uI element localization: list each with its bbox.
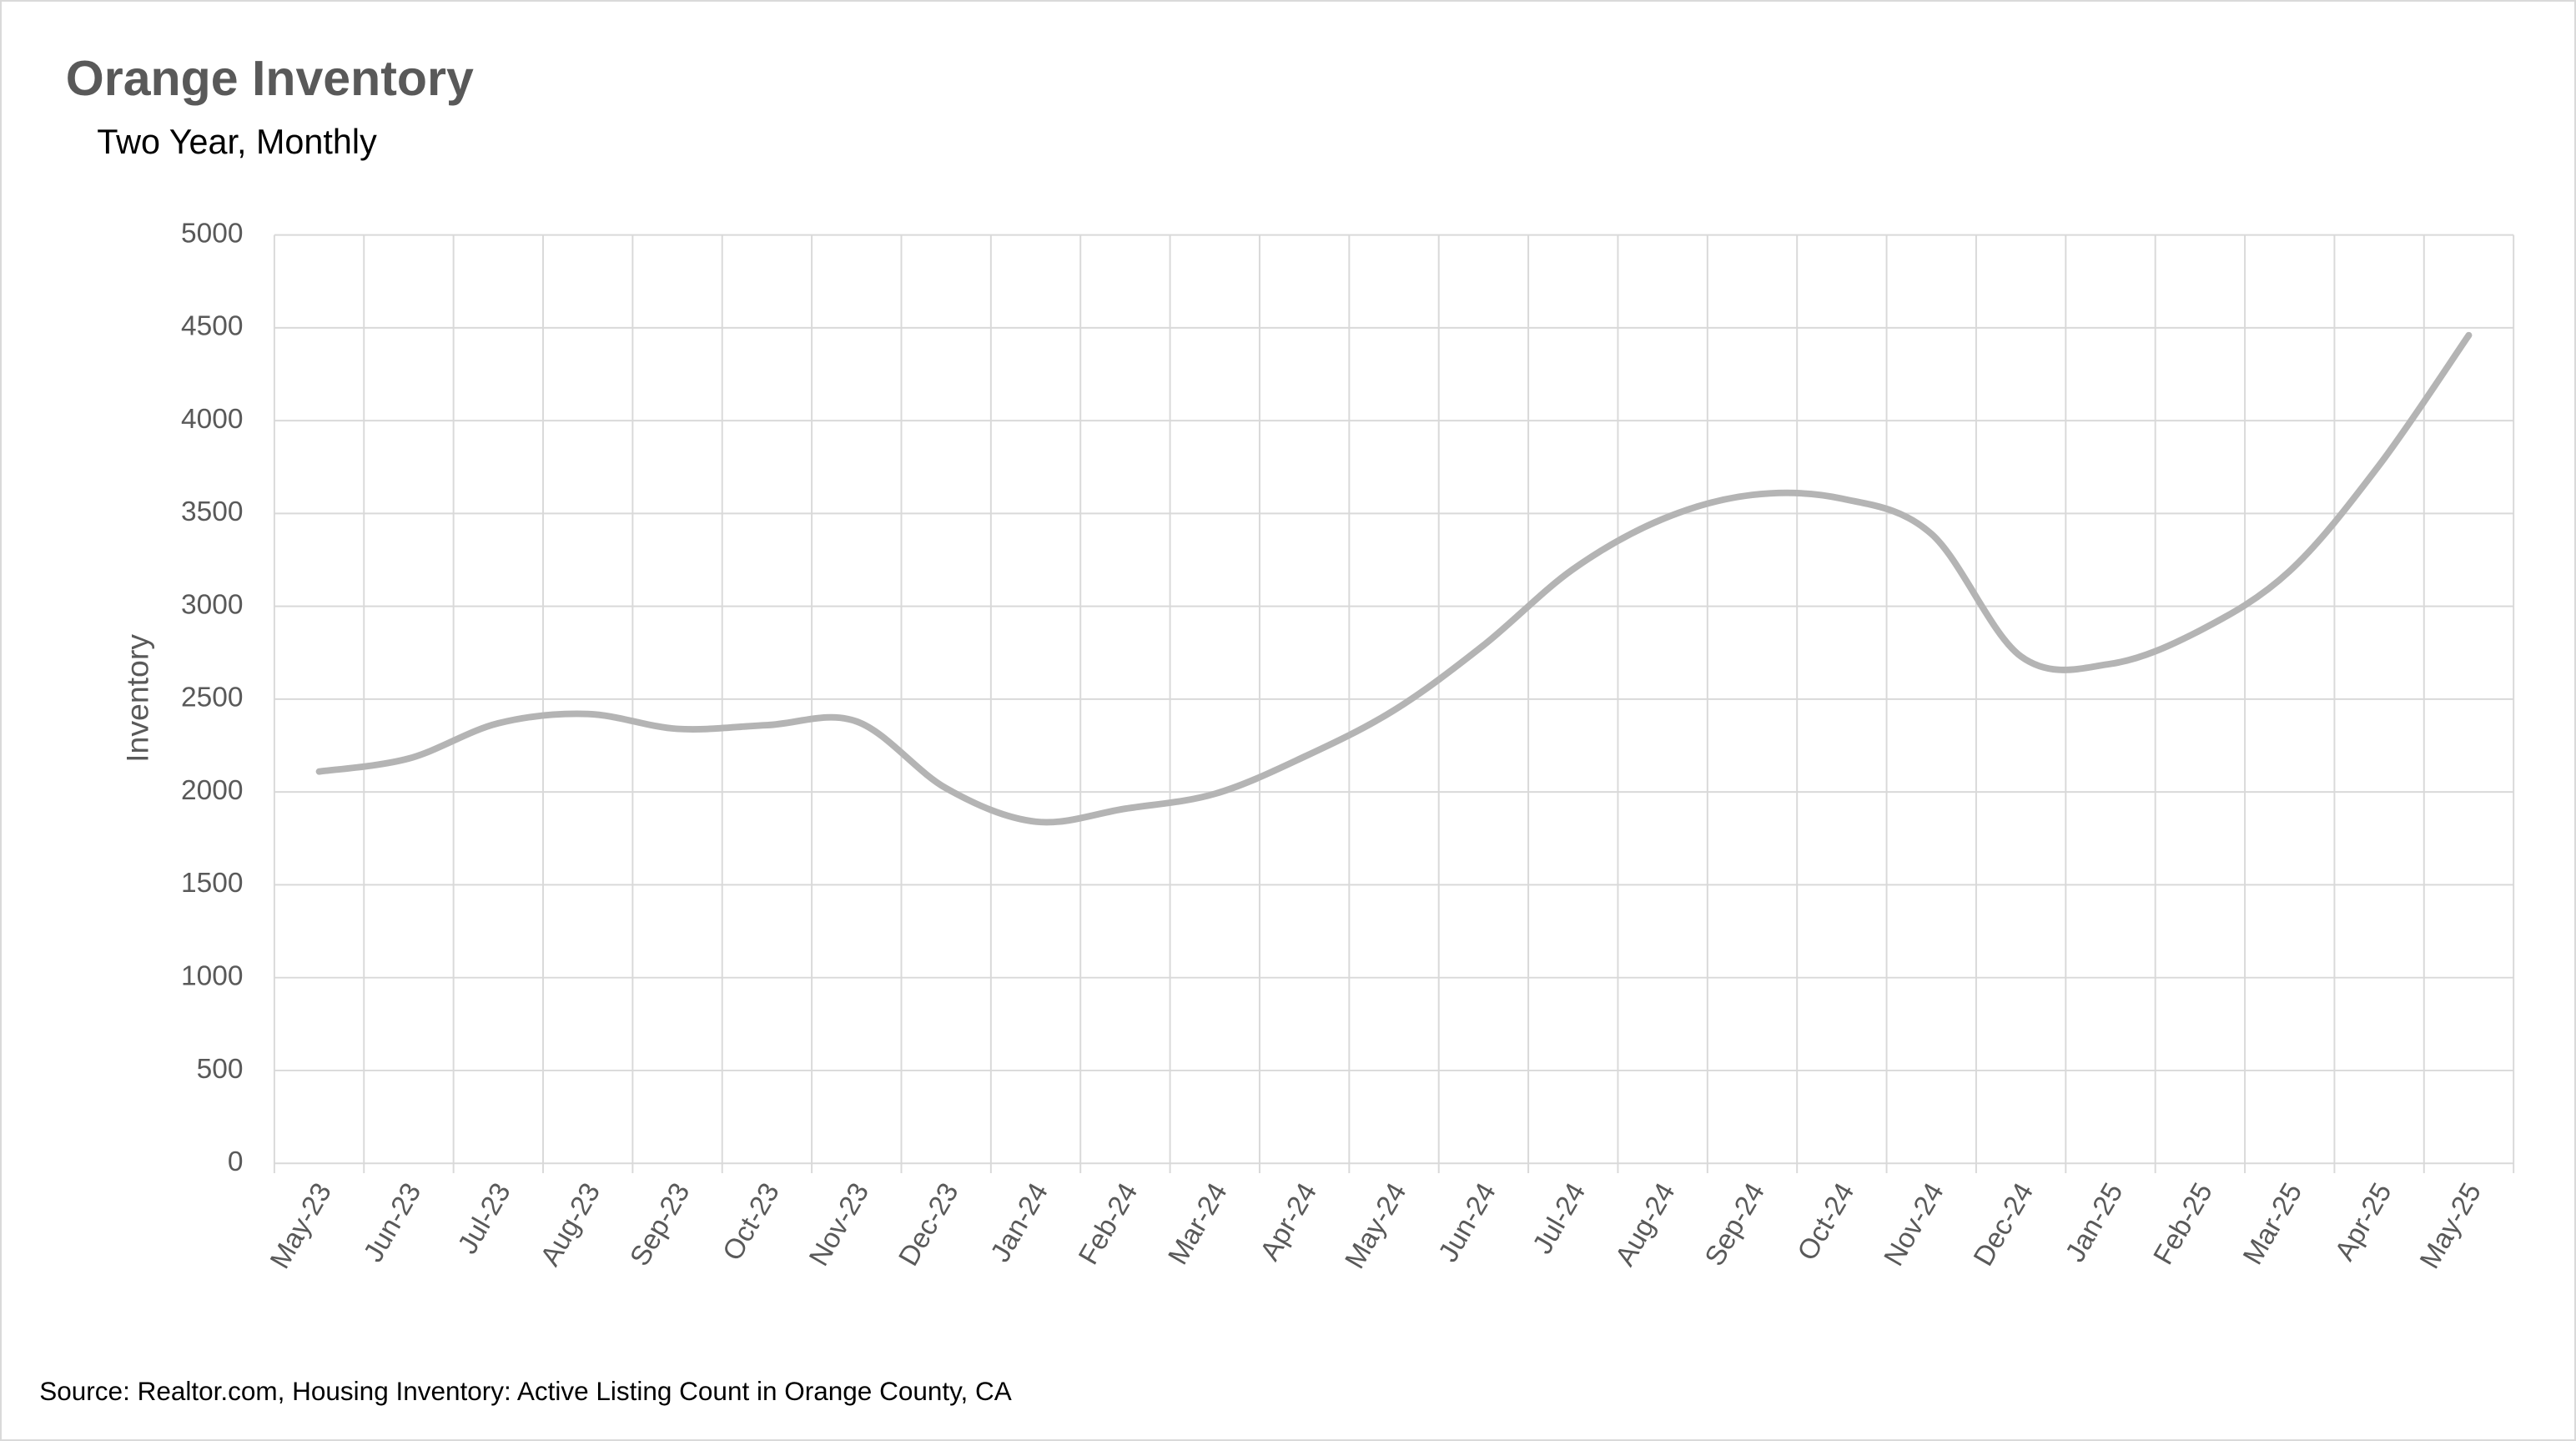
y-tick-label: 4000 [181,404,243,435]
y-tick-label: 0 [228,1146,244,1177]
chart-title: Orange Inventory [66,51,474,106]
y-tick-label: 2500 [181,683,243,713]
y-tick-label: 500 [197,1054,244,1085]
y-tick-label: 4500 [181,311,243,342]
y-axis-title: Inventory [119,634,154,763]
source-note: Source: Realtor.com, Housing Inventory: … [39,1376,1012,1406]
y-tick-label: 3500 [181,496,243,527]
plot-area [315,331,2473,826]
y-tick-label: 3000 [181,589,243,620]
y-tick-label: 1500 [181,868,243,899]
y-tick-label: 2000 [181,775,243,806]
chart-subtitle: Two Year, Monthly [97,123,377,161]
y-tick-label: 5000 [181,218,243,249]
line-series [315,331,2473,826]
y-tick-label: 1000 [181,961,243,992]
grid: 0 500 1000 1500 2000 2500 3000 3500 4000 4500 5000… [181,218,2515,1274]
